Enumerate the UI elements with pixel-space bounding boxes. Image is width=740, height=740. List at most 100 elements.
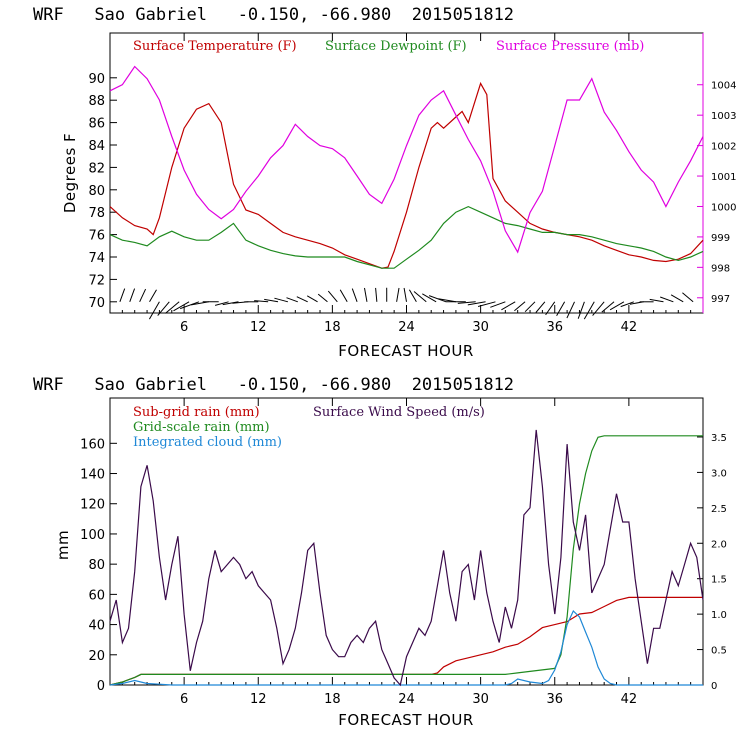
x-tick-label: 36 — [546, 320, 563, 335]
legend-surface-pressure: Surface Pressure (mb) — [496, 39, 644, 54]
wind-barb — [660, 296, 674, 303]
y-tick-label: 80 — [88, 184, 105, 199]
x-tick-label: 30 — [472, 320, 489, 335]
wind-barb — [592, 301, 605, 316]
wind-barb — [601, 301, 615, 313]
x-tick-label: 42 — [621, 692, 638, 707]
wind-barb — [274, 297, 289, 303]
chart-top-x-label: FORECAST HOUR — [338, 342, 474, 360]
chart-bottom-title: WRF Sao Gabriel -0.150, -66.980 20150518… — [33, 375, 514, 395]
wind-barb — [577, 301, 585, 319]
chart-top-y-ticks: 70 72 74 76 78 80 82 84 86 88 90 — [88, 72, 117, 311]
wind-barb — [682, 292, 694, 303]
wind-barb — [339, 289, 348, 303]
wind-barb — [191, 301, 209, 306]
x-tick-label: 18 — [324, 692, 341, 707]
y-tick-label: 72 — [88, 273, 105, 288]
y2-tick-label: 1003 — [711, 111, 736, 122]
x-tick-label: 30 — [472, 692, 489, 707]
series-line-surface-dewpoint-f — [109, 205, 704, 269]
legend-surface-dewpoint: Surface Dewpoint (F) — [325, 39, 467, 54]
wind-barb — [467, 301, 486, 306]
legend-subgrid-rain: Sub-grid rain (mm) — [133, 405, 260, 420]
wind-barb — [375, 287, 378, 302]
chart-bottom-y2-ticks: 0 0.5 1.0 1.5 2.0 2.5 3.0 3.5 — [697, 433, 727, 692]
x-tick-label: 36 — [546, 692, 563, 707]
wind-barb — [403, 287, 407, 302]
y2-tick-label: 1004 — [711, 81, 736, 92]
wind-barb — [501, 301, 516, 311]
y-tick-label: 160 — [80, 437, 105, 452]
x-tick-label: 12 — [250, 692, 267, 707]
legend-surface-wind-speed: Surface Wind Speed (m/s) — [313, 405, 485, 420]
legend-surface-temperature: Surface Temperature (F) — [133, 39, 297, 54]
y-tick-label: 100 — [80, 528, 105, 543]
y-tick-label: 74 — [88, 251, 105, 266]
wind-barb — [535, 301, 546, 313]
y2-tick-label: 998 — [711, 263, 730, 274]
wind-barb — [457, 301, 476, 304]
wind-barb — [173, 301, 190, 312]
chart-bottom-series — [109, 429, 704, 687]
x-tick-label: 24 — [398, 320, 415, 335]
wind-barb — [139, 288, 147, 303]
wind-barb — [477, 301, 496, 307]
series-line-surface-temperature-f — [109, 81, 704, 269]
x-tick-label: 6 — [180, 320, 188, 335]
series-line-grid-scale-rain-mm — [109, 435, 703, 686]
wind-barb — [396, 287, 400, 302]
wind-barb — [351, 288, 358, 302]
wind-barb — [165, 301, 180, 314]
y2-tick-label: 3.0 — [711, 468, 727, 479]
chart-bottom-y-ticks: 0 20 40 60 80 100 120 140 160 — [80, 437, 117, 694]
y-tick-label: 86 — [88, 117, 105, 132]
wind-barb — [490, 301, 506, 308]
y-tick-label: 140 — [80, 468, 105, 483]
wind-barb — [545, 301, 556, 316]
wind-barb — [649, 298, 664, 303]
x-tick-label: 24 — [398, 692, 415, 707]
y-tick-label: 40 — [88, 619, 105, 634]
y2-tick-label: 0.5 — [711, 646, 727, 657]
y-tick-label: 82 — [88, 161, 105, 176]
chart-bottom-x-ticks: 6 12 18 24 30 36 42 — [121, 398, 692, 707]
wind-barb — [286, 297, 298, 303]
x-tick-label: 6 — [180, 692, 188, 707]
y2-tick-label: 1.0 — [711, 610, 727, 621]
wind-barb — [129, 288, 136, 302]
chart-top-title: WRF Sao Gabriel -0.150, -66.980 20150518… — [33, 5, 514, 25]
wind-barb — [180, 301, 200, 310]
legend-integrated-cloud: Integrated cloud (mm) — [133, 435, 282, 450]
wind-barb — [222, 301, 239, 306]
wind-barb — [620, 301, 634, 308]
y2-tick-label: 2.5 — [711, 504, 727, 515]
wind-barb — [556, 301, 566, 316]
y2-tick-label: 997 — [711, 294, 730, 305]
wind-barb — [408, 289, 417, 303]
y-tick-label: 70 — [88, 296, 105, 311]
wind-barb — [119, 288, 126, 302]
chart-top: WRF Sao Gabriel -0.150, -66.980 20150518… — [33, 5, 736, 360]
y2-tick-label: 3.5 — [711, 433, 727, 444]
series-line-surface-wind-speed-m-s — [109, 429, 704, 687]
chart-top-wind-barbs — [119, 287, 694, 320]
y-tick-label: 76 — [88, 229, 105, 244]
y2-tick-label: 0 — [711, 681, 717, 692]
y2-tick-label: 1001 — [711, 172, 736, 183]
y-tick-label: 84 — [88, 139, 105, 154]
wind-barb — [413, 291, 427, 303]
chart-top-x-ticks: 6 12 18 24 30 36 42 — [121, 33, 692, 335]
chart-top-plot-frame — [109, 32, 704, 314]
wind-barb — [524, 301, 536, 313]
wind-barb — [254, 300, 269, 303]
wind-barb — [317, 293, 328, 303]
y2-tick-label: 1002 — [711, 142, 736, 153]
chart-top-series — [109, 65, 704, 269]
x-tick-label: 12 — [250, 320, 267, 335]
wind-barb — [609, 301, 625, 311]
y-tick-label: 88 — [88, 94, 105, 109]
chart-bottom: WRF Sao Gabriel -0.150, -66.980 20150518… — [33, 375, 727, 729]
y-tick-label: 0 — [97, 679, 105, 694]
wind-barb — [148, 301, 160, 320]
